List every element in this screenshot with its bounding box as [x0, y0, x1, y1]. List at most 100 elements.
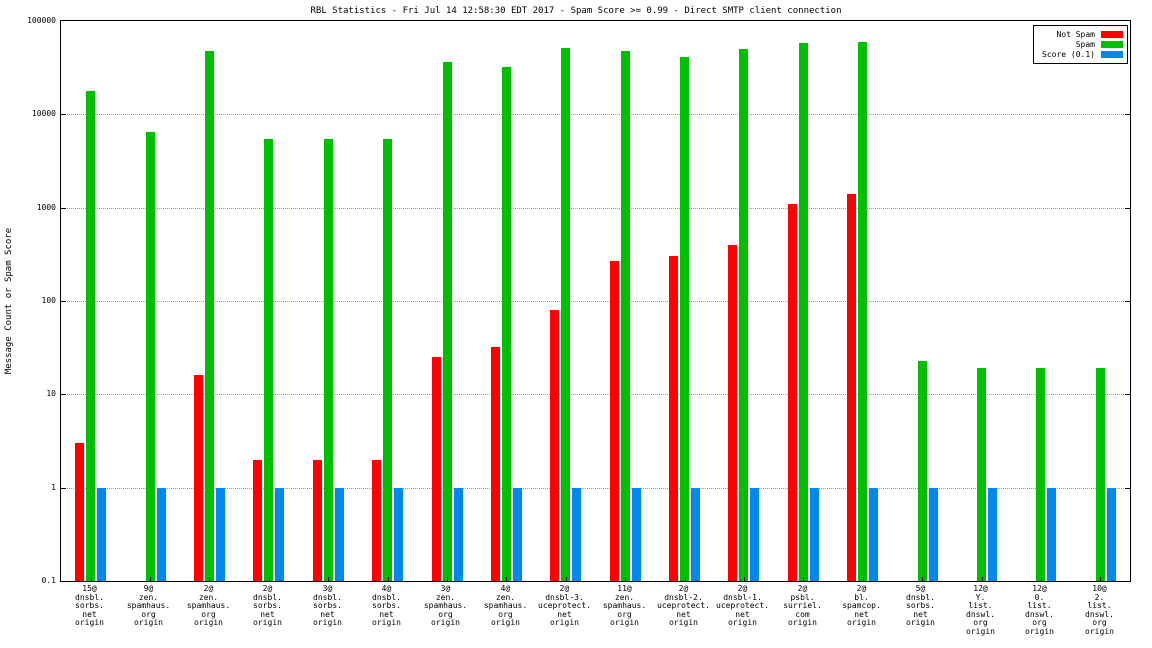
x-tick-label-line: origin: [194, 618, 223, 627]
x-tick-label: 2@ zen. spamhaus. org origin: [179, 584, 238, 628]
x-tick-mark: [209, 577, 210, 581]
y-tick-label: 100000: [27, 16, 56, 25]
legend-item-score: Score (0.1): [1042, 50, 1123, 59]
x-tick-label: 9@ zen. spamhaus. org origin: [119, 584, 178, 628]
y-tick-label: 100: [41, 296, 56, 305]
x-tick-label: 5@ dnsbl. sorbs. net origin: [891, 584, 950, 628]
x-tick-label-line: origin: [75, 618, 104, 627]
x-tick-label: 3@ dnsbl. sorbs. net origin: [298, 584, 357, 628]
x-tick-mark: [803, 577, 804, 581]
x-tick-label-line: origin: [610, 618, 639, 627]
y-tick-label: 10: [46, 389, 56, 399]
x-tick-label-line: net: [735, 609, 750, 619]
chart-bar-score-0-1-: [1107, 488, 1116, 581]
chart-bar-score-0-1-: [632, 488, 641, 581]
x-tick-label-line: org: [141, 609, 156, 619]
x-tick-label-line: org: [973, 618, 988, 627]
x-tick-label-line: net: [379, 609, 394, 619]
y-tick-mark: [1125, 301, 1130, 302]
x-tick-label-line: dnswl.: [1025, 609, 1054, 619]
x-tick-mark: [91, 577, 92, 581]
chart-bar-not-spam: [728, 245, 737, 581]
x-tick-label-line: net: [854, 609, 869, 619]
x-tick-label-line: spamhaus.: [423, 601, 468, 610]
x-tick-label-line: 2@: [737, 584, 748, 593]
x-tick-label-line: dnsbl-3.: [545, 592, 584, 602]
x-tick-label-line: org: [201, 609, 216, 619]
y-tick-mark: [1125, 394, 1130, 396]
x-tick-label-line: 0.: [1034, 592, 1045, 602]
y-tick-label: 1000: [36, 202, 56, 212]
x-tick-label-line: dnswl.: [966, 609, 995, 619]
legend-swatch-blue: [1101, 51, 1123, 58]
x-tick-label-line: psbl.: [790, 592, 815, 602]
x-tick-label: 12@ 0. list. dnswl. org origin: [1010, 584, 1069, 636]
x-tick-label-line: spamhaus.: [126, 601, 171, 610]
x-tick-mark: [388, 577, 389, 581]
x-tick-mark: [150, 577, 151, 581]
chart-bar-score-0-1-: [929, 488, 938, 581]
chart-bar-spam: [383, 139, 392, 581]
y-tick-label: 0.1: [41, 576, 56, 585]
y-tick-mark: [1125, 114, 1130, 116]
x-tick-label: 2@ dnsbl-2. uceprotect. net origin: [654, 584, 713, 628]
x-tick-label-line: origin: [906, 618, 935, 627]
chart-bar-not-spam: [313, 460, 322, 581]
x-tick-label-line: 2@: [856, 584, 867, 593]
x-tick-label-line: org: [498, 609, 513, 619]
x-tick-label-line: origin: [550, 618, 579, 627]
x-tick-label-line: net: [676, 609, 691, 619]
chart-bar-score-0-1-: [750, 488, 759, 581]
x-tick-label-line: spamhaus.: [186, 601, 231, 610]
x-tick-label-line: org: [438, 609, 453, 619]
x-tick-label-line: net: [320, 609, 335, 619]
x-tick-label-line: 4@: [500, 584, 511, 593]
chart-bar-not-spam: [253, 460, 262, 581]
chart-bar-not-spam: [610, 261, 619, 581]
chart-bar-spam: [858, 42, 867, 581]
x-tick-mark: [1041, 577, 1042, 581]
x-tick-label-line: dnswl.: [1085, 609, 1114, 619]
x-tick-label-line: 15@: [82, 584, 97, 593]
x-tick-label: 2@ psbl. surriel. com origin: [773, 584, 832, 628]
x-tick-label-line: 4@: [381, 584, 392, 593]
x-tick-label-line: 9@: [143, 584, 154, 593]
x-tick-label-line: dnsbl-1.: [723, 592, 762, 602]
chart-bar-spam: [1036, 368, 1045, 581]
grid-line: [61, 114, 1130, 116]
chart-bar-spam: [502, 67, 511, 581]
grid-line: [61, 207, 1130, 209]
chart-bar-not-spam: [669, 256, 678, 581]
x-tick-label-line: net: [913, 609, 928, 619]
x-tick-mark: [922, 577, 923, 581]
y-tick-mark: [61, 301, 66, 302]
x-tick-label-line: zen.: [198, 592, 219, 602]
y-tick-mark: [1125, 207, 1130, 209]
y-tick-label: 10000: [31, 109, 56, 119]
x-tick-label-line: uceprotect.: [716, 601, 769, 610]
x-tick-mark: [982, 577, 983, 581]
x-tick-label-line: zen.: [614, 592, 635, 602]
x-tick-label-line: 11@: [617, 584, 632, 593]
chart-bar-not-spam: [847, 194, 856, 581]
x-tick-label-line: net: [82, 609, 97, 619]
x-tick-label-line: 10@: [1092, 584, 1107, 593]
x-tick-label: 4@ zen. spamhaus. org origin: [476, 584, 535, 628]
x-tick-label-line: 12@: [973, 584, 988, 593]
chart-bar-score-0-1-: [394, 488, 403, 581]
x-tick-label-line: origin: [491, 618, 520, 627]
x-tick-label: 3@ zen. spamhaus. org origin: [416, 584, 475, 628]
x-tick-label-line: origin: [134, 618, 163, 627]
chart-bar-score-0-1-: [216, 488, 225, 581]
chart-bar-not-spam: [550, 310, 559, 581]
x-tick-label-line: sorbs.: [372, 601, 401, 610]
x-tick-label-line: origin: [1085, 626, 1114, 636]
x-tick-mark: [744, 577, 745, 581]
x-tick-label-line: 12@: [1032, 584, 1047, 593]
chart-bar-not-spam: [372, 460, 381, 581]
x-tick-label-line: zen.: [495, 592, 516, 602]
chart-bar-spam: [86, 91, 95, 581]
x-tick-label-line: list.: [1027, 601, 1052, 610]
x-tick-label-line: surriel.: [783, 601, 822, 610]
x-tick-label-line: origin: [788, 618, 817, 627]
